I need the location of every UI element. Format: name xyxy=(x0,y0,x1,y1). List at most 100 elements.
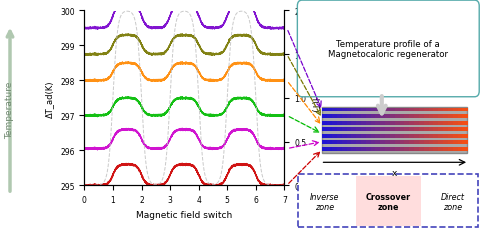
Bar xyxy=(419,134,424,138)
Bar xyxy=(433,134,439,138)
Bar xyxy=(371,108,376,112)
Bar xyxy=(433,141,439,144)
Text: Temperature: Temperature xyxy=(5,81,14,139)
Bar xyxy=(419,108,424,112)
Bar xyxy=(448,115,453,118)
Bar xyxy=(356,134,362,138)
Bar xyxy=(361,108,366,112)
Bar xyxy=(351,128,357,131)
Bar xyxy=(400,141,405,144)
Bar xyxy=(366,108,371,112)
Bar xyxy=(443,141,448,144)
Bar xyxy=(428,147,434,151)
Bar xyxy=(424,134,429,138)
Bar xyxy=(327,108,333,112)
Bar xyxy=(351,115,357,118)
Bar xyxy=(327,147,333,151)
Bar xyxy=(347,147,352,151)
Bar xyxy=(337,134,342,138)
Bar xyxy=(347,108,352,112)
Bar xyxy=(438,147,443,151)
Bar xyxy=(322,115,328,118)
Bar xyxy=(385,134,390,138)
Bar xyxy=(332,134,337,138)
Bar xyxy=(438,141,443,144)
FancyBboxPatch shape xyxy=(298,174,478,227)
Bar xyxy=(428,141,434,144)
Text: Crossover
zone: Crossover zone xyxy=(366,192,411,211)
Bar xyxy=(419,147,424,151)
Bar xyxy=(375,121,381,125)
Bar xyxy=(448,147,453,151)
Bar xyxy=(347,115,352,118)
Bar xyxy=(395,134,400,138)
Bar xyxy=(332,147,337,151)
Bar xyxy=(414,134,419,138)
Bar xyxy=(424,128,429,131)
Bar xyxy=(424,108,429,112)
Bar xyxy=(453,121,458,125)
Bar xyxy=(395,115,400,118)
Bar xyxy=(443,121,448,125)
Bar xyxy=(361,115,366,118)
Bar xyxy=(356,128,362,131)
Text: Inverse
zone: Inverse zone xyxy=(309,192,339,211)
Bar xyxy=(419,141,424,144)
Bar xyxy=(327,141,333,144)
Bar xyxy=(419,115,424,118)
Bar xyxy=(438,134,443,138)
Bar xyxy=(424,147,429,151)
Bar xyxy=(327,121,333,125)
Bar xyxy=(414,128,419,131)
Bar xyxy=(337,121,342,125)
Bar xyxy=(400,115,405,118)
Bar xyxy=(385,121,390,125)
Bar xyxy=(332,121,337,125)
Bar xyxy=(361,141,366,144)
Bar xyxy=(342,141,347,144)
Y-axis label: ΔT_ad(K): ΔT_ad(K) xyxy=(45,80,54,117)
X-axis label: Magnetic field switch: Magnetic field switch xyxy=(136,210,232,219)
Bar xyxy=(428,128,434,131)
Bar xyxy=(428,121,434,125)
Bar xyxy=(356,147,362,151)
Bar xyxy=(351,147,357,151)
Bar xyxy=(443,108,448,112)
Bar xyxy=(457,115,463,118)
Bar xyxy=(327,128,333,131)
Bar xyxy=(395,141,400,144)
Bar xyxy=(457,108,463,112)
Bar xyxy=(390,108,395,112)
Bar xyxy=(443,134,448,138)
Bar xyxy=(404,108,410,112)
Bar xyxy=(453,128,458,131)
Bar xyxy=(424,115,429,118)
Bar xyxy=(371,134,376,138)
Bar xyxy=(428,134,434,138)
Bar xyxy=(404,121,410,125)
Bar xyxy=(380,115,386,118)
Bar xyxy=(380,128,386,131)
Bar xyxy=(342,115,347,118)
Bar xyxy=(337,128,342,131)
Bar xyxy=(419,128,424,131)
FancyBboxPatch shape xyxy=(297,1,479,97)
Bar xyxy=(337,115,342,118)
Bar xyxy=(448,108,453,112)
Bar xyxy=(351,108,357,112)
Bar xyxy=(366,121,371,125)
Bar xyxy=(375,115,381,118)
Bar xyxy=(414,115,419,118)
Bar xyxy=(366,147,371,151)
Bar xyxy=(400,134,405,138)
Bar xyxy=(332,128,337,131)
Bar xyxy=(366,115,371,118)
Bar xyxy=(380,141,386,144)
Bar xyxy=(448,121,453,125)
Bar xyxy=(390,134,395,138)
Bar xyxy=(414,121,419,125)
Bar xyxy=(347,121,352,125)
Bar xyxy=(332,115,337,118)
Bar xyxy=(462,115,468,118)
Bar xyxy=(433,147,439,151)
